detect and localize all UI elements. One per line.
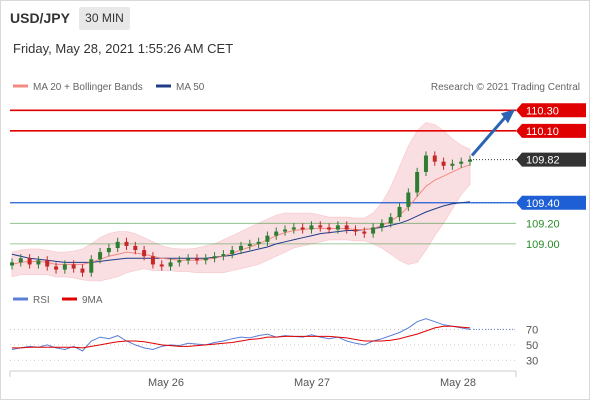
candle-body [10,262,14,266]
candle-body [397,206,402,218]
candle-body [335,225,340,230]
candle-body [432,155,437,162]
candle-body [142,250,147,257]
candle-body [379,223,384,228]
ma20-legend-label: MA 20 + Bollinger Bands [33,82,143,93]
level-label-1: 110.10 [526,126,559,138]
x-label-may26: May 26 [148,377,184,389]
candle-body [423,155,428,172]
candle-body [459,161,464,164]
x-label-may28: May 28 [440,377,476,389]
candle-body [150,256,155,265]
candle-body [36,260,41,265]
candle-body [212,256,217,259]
x-label-may27: May 27 [294,377,330,389]
rsi-ma-line [12,325,471,349]
candle-body [106,248,111,253]
level-tag-1 [516,123,586,138]
candle-body [124,241,129,246]
current-price-label: 109.82 [526,155,560,167]
candle-body [45,260,50,267]
level-label-0: 110.30 [526,105,559,117]
candle-body [450,163,455,166]
candle-body [318,225,323,228]
candle-body [441,161,446,166]
candle-body [309,225,314,230]
level-tag-2 [516,195,586,210]
candle-body [247,243,252,246]
timestamp: Friday, May 28, 2021 1:55:26 AM CET [13,41,234,56]
candle-body [186,258,191,261]
candle-body [80,268,85,273]
candle-body [362,231,367,234]
rsi-tick-70: 70 [526,324,538,336]
level-label-4: 109.00 [526,239,560,251]
forecast-arrow-line [470,115,508,157]
candle-body [265,235,270,242]
candle-body [344,225,349,230]
candle-body [291,227,296,230]
candle-body [256,241,261,244]
candle-body [71,264,76,269]
candle-body [54,266,59,270]
candle-body [98,252,103,260]
candle-body [27,258,32,265]
candle-body [18,258,23,263]
candle-body [415,171,420,193]
ma50-legend-label: MA 50 [176,82,205,93]
level-label-2: 109.40 [526,198,560,210]
rsi-tick-50: 50 [526,340,538,352]
candle-body [468,159,472,162]
timeframe-button[interactable]: 30 MIN [79,7,130,30]
rsi-tick-30: 30 [526,355,538,367]
forecast-arrow-head [501,109,515,124]
symbol-title: USD/JPY [10,10,70,26]
candle-body [274,231,279,236]
candle-body [353,229,358,232]
candle-body [239,245,243,251]
candle-body [230,250,235,255]
rsi-line [11,318,471,352]
candle-body [168,262,173,267]
candle-body [89,259,94,273]
current-price-tag [516,152,586,167]
rsi-ma-legend-label: 9MA [82,295,103,306]
candle-body [221,254,226,257]
candle-body [194,258,199,261]
candle-body [62,264,67,270]
candle-body [283,229,288,232]
candle-body [327,227,332,230]
candle-body [203,258,208,261]
candle-body [406,192,411,207]
candle-body [177,260,182,263]
credit-text: Research © 2021 Trading Central [431,82,580,93]
rsi-legend-label: RSI [33,295,50,306]
candle-body [115,241,120,248]
price-pane: 110.30 110.10 109.40 109.20 109.00 109.82 [10,103,586,282]
level-tag-0 [516,103,586,118]
candle-body [300,227,305,230]
candle-body [388,217,393,224]
candle-body [371,227,376,234]
rsi-pane: 70 50 30 [10,318,538,367]
candle-body [159,264,164,267]
candle-body [133,245,138,251]
level-label-3: 109.20 [526,218,560,230]
bollinger-band [11,122,471,282]
candles [10,151,472,277]
